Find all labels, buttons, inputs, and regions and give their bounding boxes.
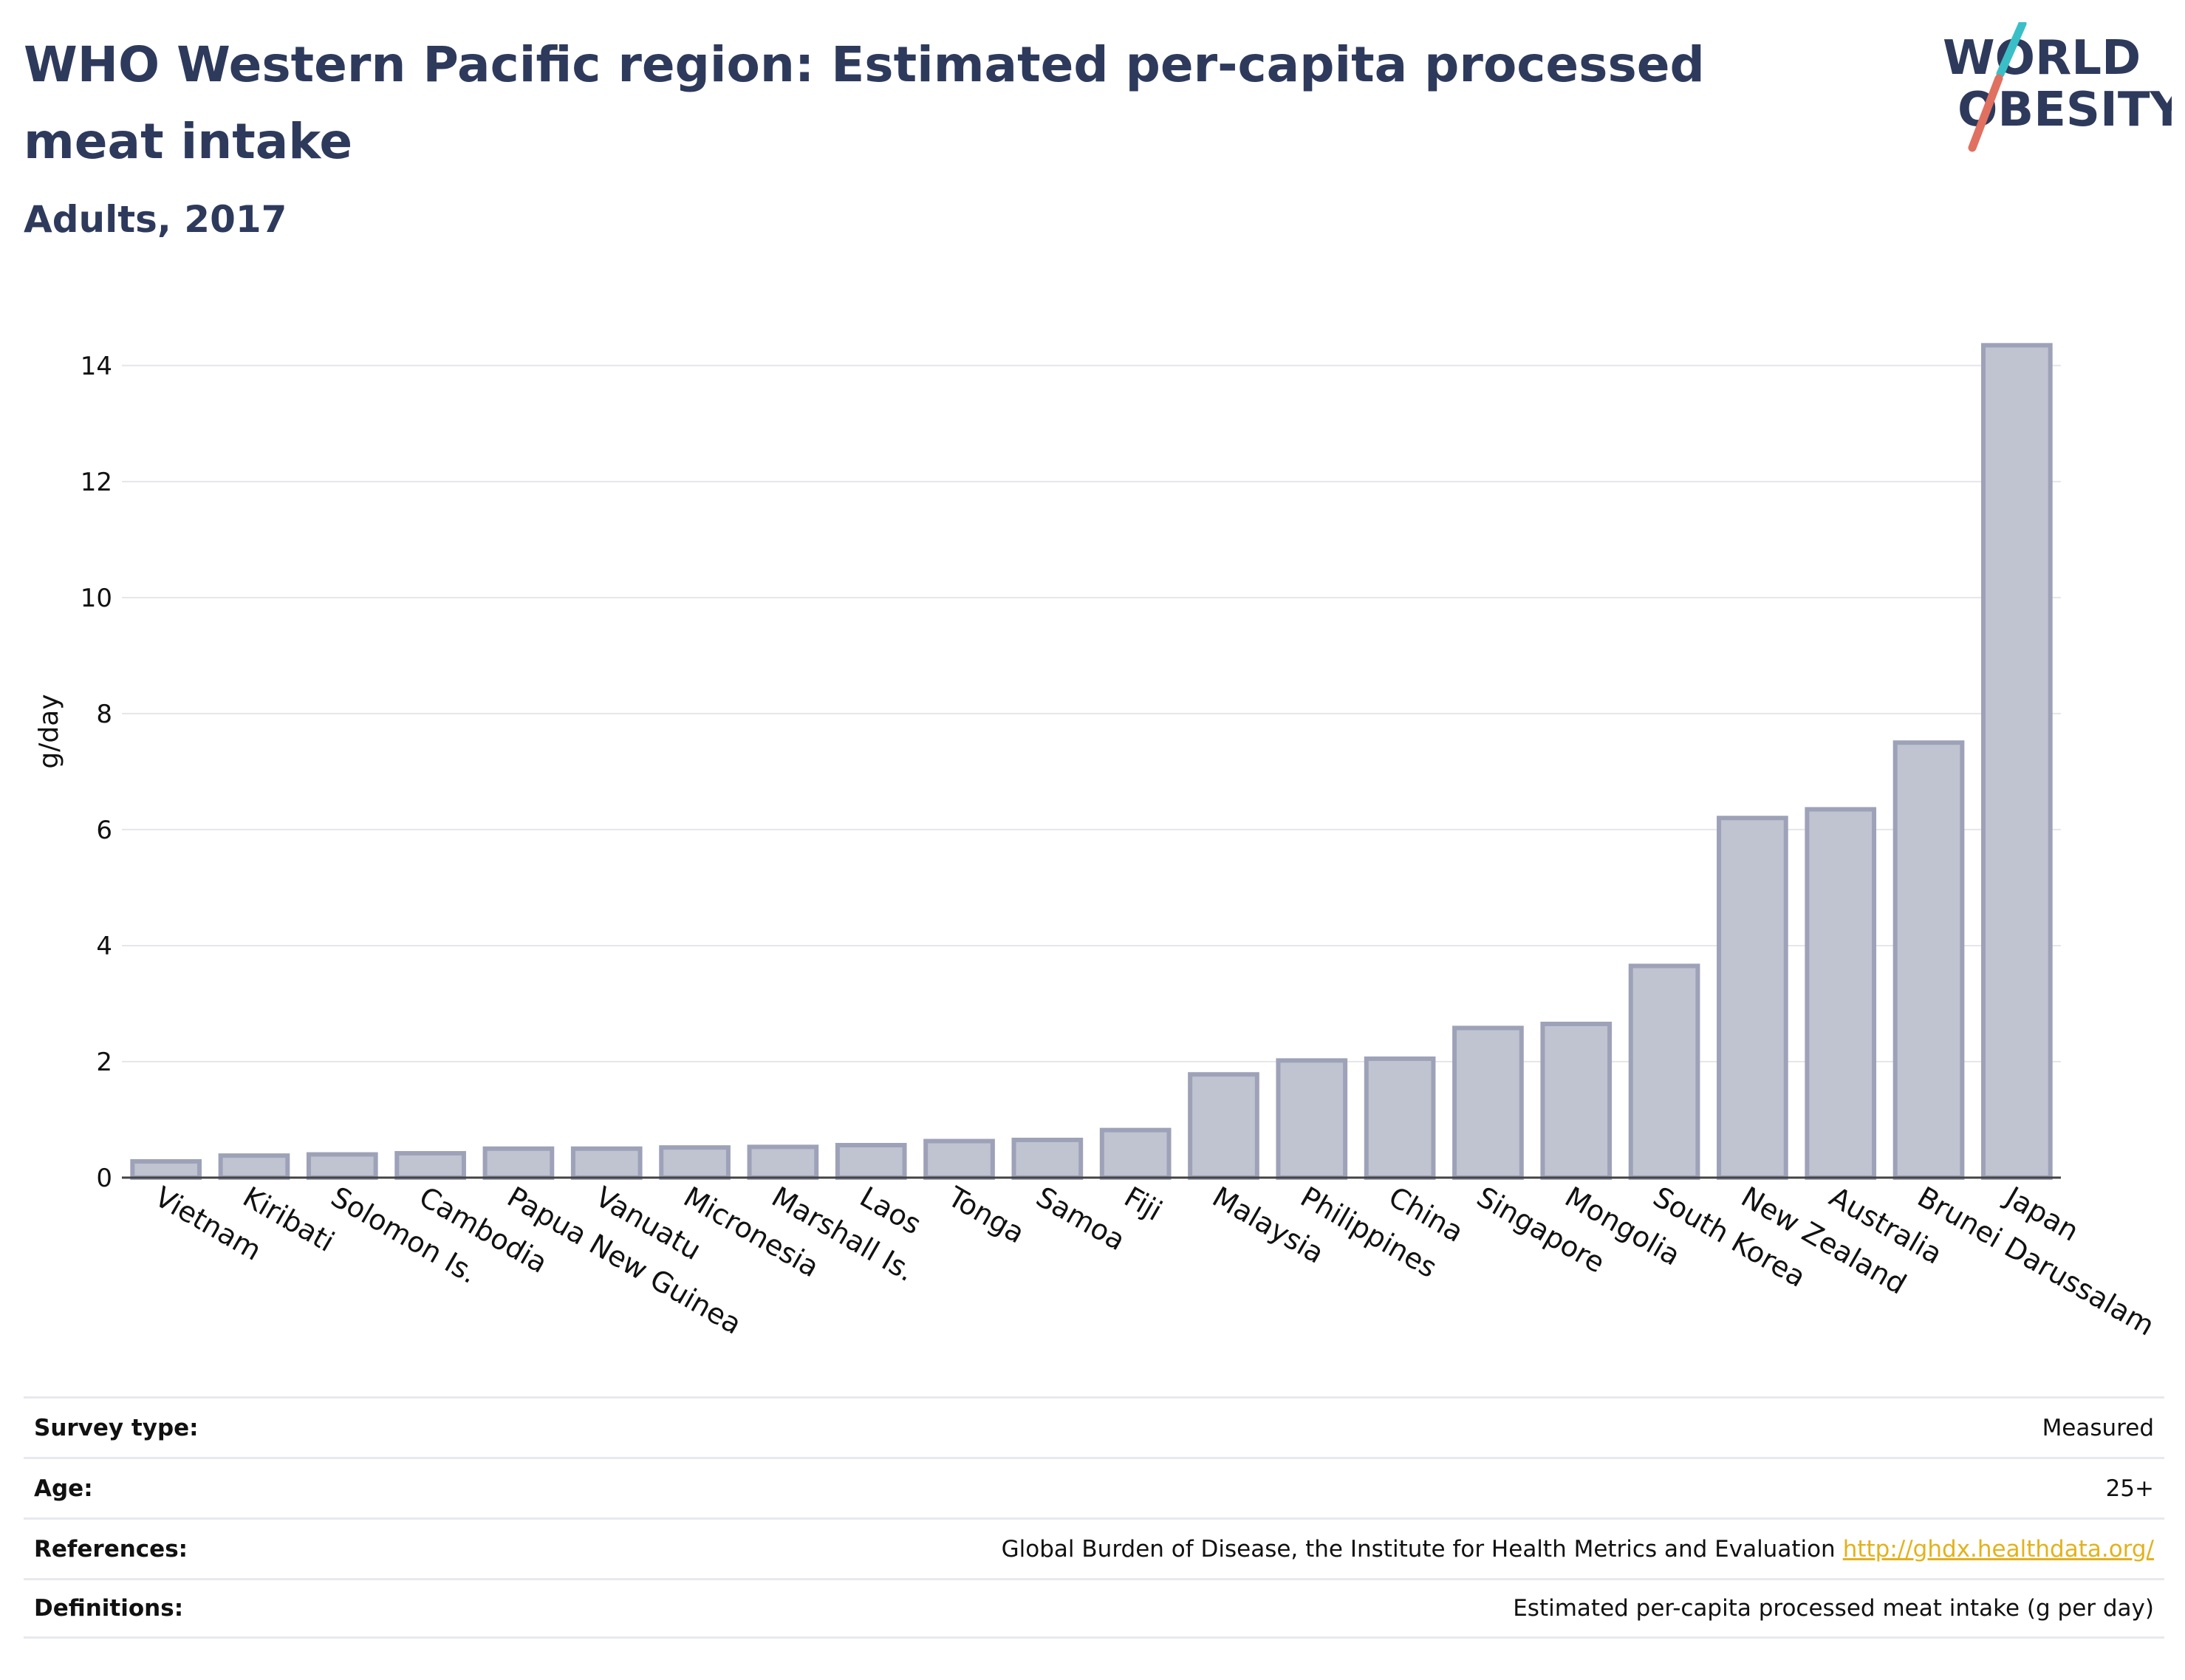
info-row-label: Survey type: <box>34 1414 199 1441</box>
info-row-label: References: <box>34 1535 188 1563</box>
bar <box>1276 1058 1348 1180</box>
bar <box>1452 1025 1524 1181</box>
bars <box>130 343 2053 1181</box>
logo-slash-coral <box>1968 74 2003 152</box>
info-row-value: Measured <box>2042 1415 2154 1441</box>
y-tick-label: 4 <box>96 932 112 961</box>
bar <box>482 1146 555 1181</box>
y-tick-label: 0 <box>96 1164 112 1193</box>
logo-text-world: WORLD <box>1943 31 2141 86</box>
world-obesity-logo: WORLD OBESITY <box>1943 22 2172 152</box>
chart-title: WHO Western Pacific region: Estimated pe… <box>24 36 1705 170</box>
bar <box>923 1138 995 1181</box>
y-tick-label: 6 <box>96 816 112 845</box>
bar <box>1099 1127 1172 1180</box>
bar <box>659 1145 731 1180</box>
reference-link[interactable]: http://ghdx.healthdata.org/ <box>1842 1535 2154 1563</box>
bar <box>218 1153 290 1181</box>
bar <box>306 1152 378 1181</box>
logo-slash-teal <box>1996 22 2027 78</box>
bar <box>747 1144 819 1180</box>
info-row-value-text: Estimated per-capita processed meat inta… <box>1513 1595 2154 1622</box>
info-row-value: Global Burden of Disease, the Institute … <box>1002 1536 2154 1563</box>
bar <box>394 1151 466 1180</box>
info-row: References: Global Burden of Disease, the… <box>24 1517 2164 1578</box>
bar <box>1364 1056 1436 1180</box>
bar <box>1981 343 2053 1181</box>
y-tick-label: 14 <box>81 352 112 381</box>
info-row: Survey type: Measured <box>24 1396 2164 1457</box>
info-row-label: Age: <box>34 1475 93 1502</box>
chart-subtitle: Adults, 2017 <box>24 198 287 241</box>
bar <box>1188 1072 1259 1181</box>
y-tick-label: 8 <box>96 700 112 729</box>
y-tick-label: 2 <box>96 1048 112 1077</box>
info-row: Definitions: Estimated per-capita process… <box>24 1578 2164 1639</box>
x-category-label: Tonga <box>942 1180 1030 1249</box>
bar <box>1892 740 1965 1180</box>
y-axis-label: g/day <box>34 694 64 768</box>
info-row-value: 25+ <box>2106 1475 2154 1502</box>
bar <box>130 1159 202 1181</box>
info-table: Survey type: Measured Age: 25+ References: Gl… <box>24 1396 2164 1639</box>
bar <box>1805 807 1877 1181</box>
bar <box>1717 816 1788 1180</box>
bar <box>835 1143 907 1181</box>
info-row-value-text: Global Burden of Disease, the Institute … <box>1001 1535 1836 1563</box>
gridlines <box>122 364 2061 1062</box>
info-row-label: Definitions: <box>34 1595 184 1622</box>
x-category-label: Samoa <box>1030 1181 1130 1257</box>
y-tick-label: 10 <box>81 584 112 613</box>
y-tick-labels: 0 2 4 6 8 10 12 14 <box>81 352 112 1193</box>
bar <box>1011 1137 1084 1180</box>
y-tick-label: 12 <box>81 468 112 497</box>
info-row-value-text: 25+ <box>2105 1475 2154 1502</box>
x-category-label: Fiji <box>1119 1181 1168 1227</box>
bar <box>1628 963 1700 1180</box>
info-row-value-text: Measured <box>2042 1414 2154 1441</box>
info-row-value: Estimated per-capita processed meat inta… <box>1513 1595 2154 1622</box>
bar <box>570 1146 643 1181</box>
bar <box>1540 1021 1613 1181</box>
info-row: Age: 25+ <box>24 1457 2164 1517</box>
